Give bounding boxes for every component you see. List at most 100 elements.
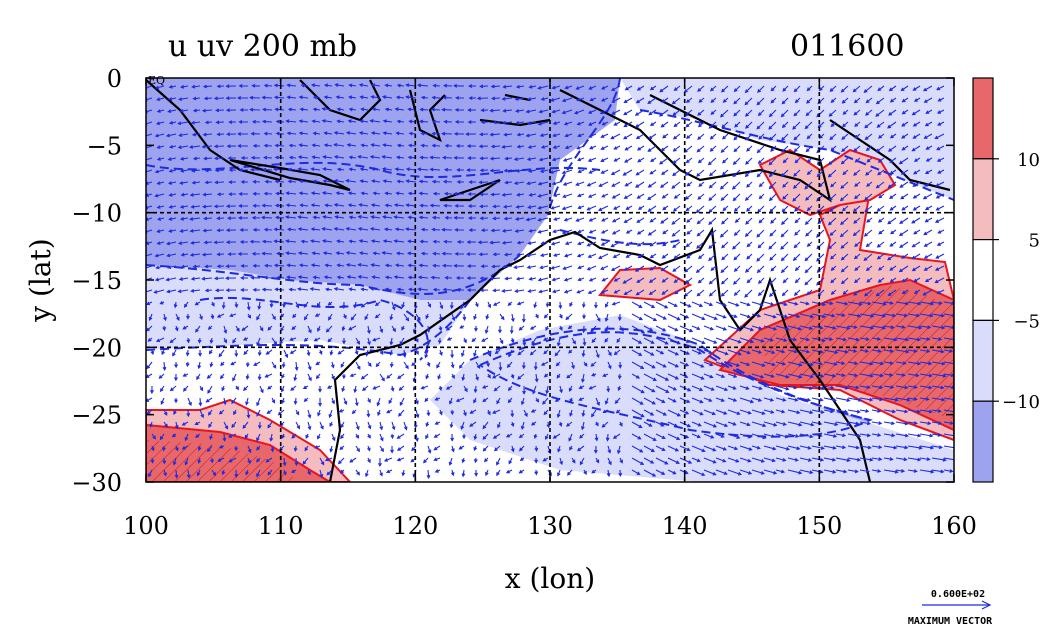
wind-vector [467, 192, 477, 196]
wind-vector [674, 289, 681, 295]
wind-vector [793, 85, 801, 93]
wind-vector [535, 397, 540, 403]
wind-vector [691, 457, 701, 463]
wind-vector [441, 107, 453, 112]
wind-vector [355, 337, 360, 345]
date-label: 011600 [790, 29, 905, 64]
wind-vector [695, 205, 705, 214]
wind-vector [395, 155, 405, 160]
wind-vector [501, 240, 513, 245]
wind-vector [405, 83, 417, 88]
wind-vector [245, 397, 249, 406]
wind-vector [875, 181, 885, 189]
wind-vector [463, 337, 467, 344]
wind-vector [631, 445, 644, 453]
wind-vector [155, 337, 165, 343]
wind-vector [835, 433, 847, 438]
wind-vector [214, 180, 225, 185]
wind-vector [545, 325, 549, 331]
wind-vector [631, 421, 643, 428]
y-tick-label: −30 [71, 469, 122, 497]
wind-vector [479, 276, 489, 281]
wind-vector [314, 445, 321, 449]
wind-vector [179, 181, 189, 185]
wind-vector [615, 409, 621, 414]
wind-vector [667, 361, 680, 368]
wind-vector [667, 301, 678, 307]
wind-vector [271, 361, 277, 369]
wind-vector [823, 445, 837, 450]
wind-vector [395, 191, 405, 196]
wind-vector [382, 119, 393, 124]
wind-vector [727, 433, 741, 439]
wind-vector [877, 265, 885, 271]
wind-vector [163, 469, 167, 477]
wind-vector [315, 373, 321, 380]
wind-vector [217, 457, 225, 462]
wind-vector [863, 229, 873, 237]
wind-vector [757, 157, 765, 165]
wind-vector [871, 421, 883, 426]
wind-vector [453, 132, 465, 136]
wind-vector [271, 397, 276, 404]
wind-vector [213, 144, 225, 149]
wind-vector [625, 253, 633, 258]
wind-vector [263, 275, 273, 280]
wind-vector [199, 385, 204, 392]
wind-vector [931, 313, 945, 318]
wind-vector [504, 276, 513, 281]
wind-vector [473, 385, 478, 394]
wind-vector [479, 192, 489, 197]
wind-vector [594, 433, 599, 442]
wind-vector [937, 97, 945, 102]
equator-label: EQ [148, 74, 165, 87]
wind-vector [613, 205, 621, 210]
wind-vector [721, 241, 729, 249]
wind-vector [146, 265, 153, 270]
wind-vector [923, 253, 933, 259]
wind-vector [576, 253, 585, 258]
wind-vector [540, 241, 549, 245]
wind-vector [443, 239, 453, 244]
wind-vector [922, 85, 933, 92]
wind-vector [298, 119, 309, 124]
wind-vector [787, 445, 801, 451]
wind-vector [407, 263, 417, 268]
wind-vector [823, 421, 839, 427]
wind-vector [450, 409, 455, 416]
wind-vector [520, 421, 525, 431]
wind-vector [912, 121, 921, 127]
wind-vector [835, 313, 846, 318]
wind-vector [297, 227, 309, 232]
wind-vector [890, 229, 897, 235]
wind-vector [256, 397, 261, 407]
wind-vector [925, 145, 933, 150]
wind-vector [739, 349, 752, 355]
wind-vector [216, 192, 225, 197]
wind-vector [811, 409, 825, 414]
wind-vector [600, 85, 609, 90]
wind-vector [381, 167, 393, 171]
wind-vector [559, 313, 563, 319]
wind-vector [317, 433, 321, 440]
wind-vector [165, 241, 177, 246]
wind-vector [501, 144, 513, 149]
wind-vector [937, 169, 945, 174]
wind-vector [895, 349, 910, 354]
wind-vector [787, 349, 798, 354]
wind-vector [156, 181, 165, 185]
wind-vector [448, 457, 453, 466]
wind-vector [420, 227, 429, 232]
wind-vector [569, 445, 573, 451]
wind-vector [492, 216, 501, 221]
wind-vector [382, 179, 393, 184]
wind-vector [335, 251, 345, 256]
wind-vector [431, 119, 441, 124]
wind-vector [307, 325, 312, 334]
wind-vector [709, 133, 717, 140]
wind-vector [685, 205, 693, 212]
wind-vector [794, 229, 801, 236]
wind-vector [381, 155, 393, 159]
wind-vector [787, 301, 799, 306]
